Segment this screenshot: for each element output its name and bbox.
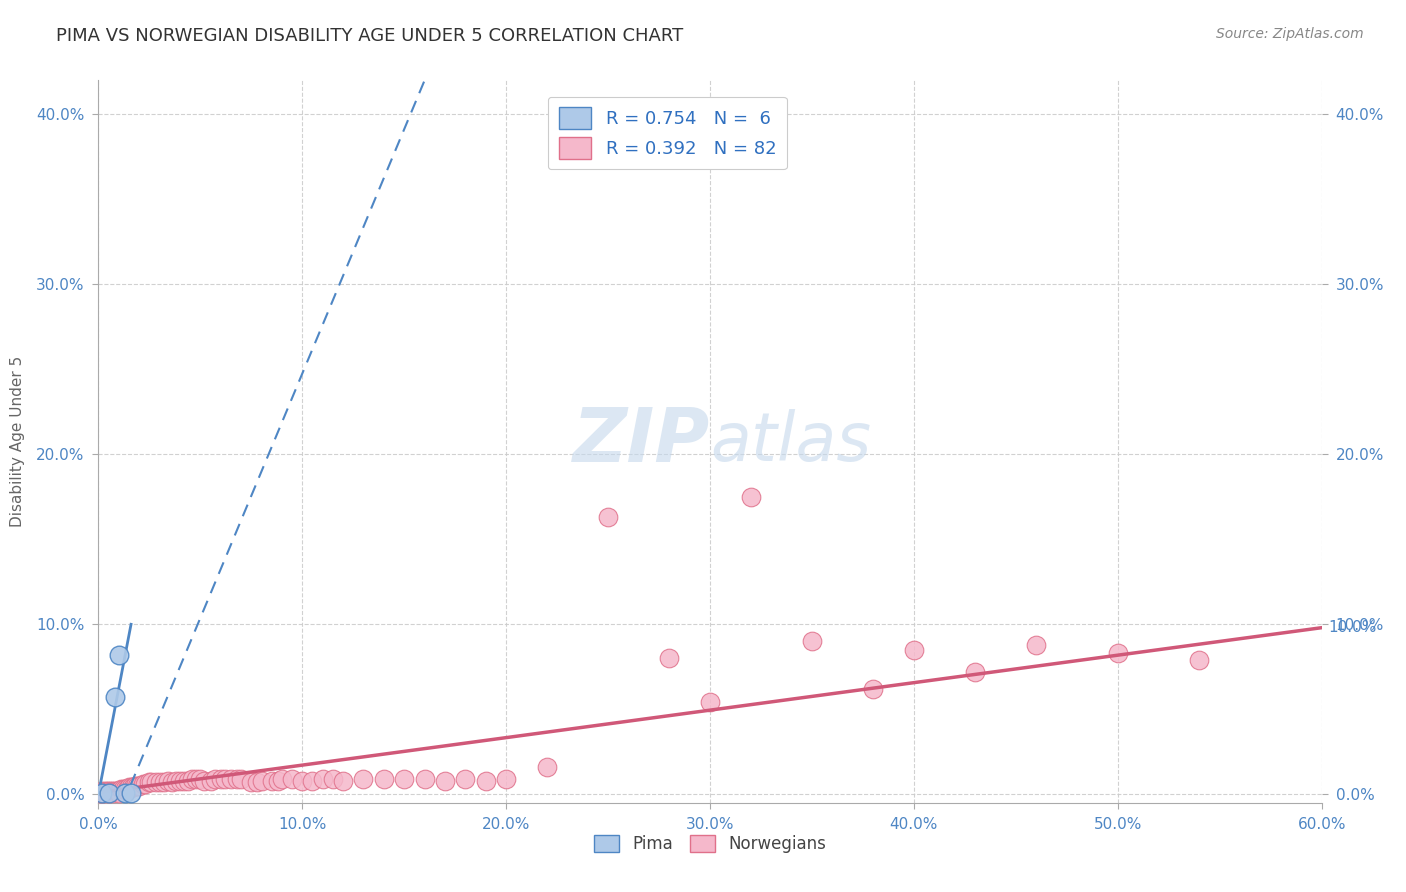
Point bbox=[1025, 638, 1047, 652]
Point bbox=[1188, 653, 1211, 667]
Point bbox=[127, 779, 149, 793]
Point bbox=[160, 775, 183, 789]
Point bbox=[156, 773, 179, 788]
Point bbox=[474, 773, 498, 788]
Point bbox=[111, 782, 134, 797]
Point bbox=[536, 760, 558, 774]
Point bbox=[105, 784, 128, 798]
Point bbox=[231, 772, 253, 786]
Point bbox=[120, 786, 142, 800]
Point bbox=[250, 773, 273, 788]
Point bbox=[110, 782, 132, 797]
Point bbox=[392, 772, 416, 786]
Point bbox=[97, 786, 120, 800]
Point bbox=[169, 773, 191, 788]
Point bbox=[165, 773, 187, 788]
Text: PIMA VS NORWEGIAN DISABILITY AGE UNDER 5 CORRELATION CHART: PIMA VS NORWEGIAN DISABILITY AGE UNDER 5… bbox=[56, 27, 683, 45]
Point bbox=[114, 782, 136, 797]
Point bbox=[903, 642, 925, 657]
Point bbox=[104, 690, 127, 705]
Point bbox=[118, 780, 141, 795]
Point bbox=[173, 773, 195, 788]
Point bbox=[301, 773, 323, 788]
Point bbox=[118, 782, 141, 797]
Y-axis label: Disability Age Under 5: Disability Age Under 5 bbox=[10, 356, 25, 527]
Point bbox=[120, 780, 142, 795]
Point bbox=[124, 779, 146, 793]
Point bbox=[89, 786, 111, 800]
Point bbox=[91, 786, 114, 800]
Point bbox=[219, 772, 242, 786]
Point bbox=[104, 784, 127, 798]
Point bbox=[177, 773, 200, 788]
Text: 10.0%: 10.0% bbox=[1329, 620, 1376, 635]
Point bbox=[132, 777, 155, 791]
Point bbox=[100, 784, 122, 798]
Point bbox=[454, 772, 477, 786]
Point bbox=[267, 773, 290, 788]
Point bbox=[145, 775, 167, 789]
Legend: Pima, Norwegians: Pima, Norwegians bbox=[588, 828, 832, 860]
Point bbox=[122, 780, 145, 795]
Point bbox=[108, 648, 131, 662]
Text: ZIP: ZIP bbox=[572, 405, 710, 478]
Point bbox=[801, 634, 824, 648]
Point bbox=[181, 772, 204, 786]
Point bbox=[352, 772, 374, 786]
Point bbox=[1107, 646, 1129, 660]
Point bbox=[108, 786, 131, 800]
Point bbox=[281, 772, 304, 786]
Point bbox=[322, 772, 344, 786]
Point bbox=[209, 772, 232, 786]
Point bbox=[115, 782, 138, 797]
Point bbox=[413, 772, 436, 786]
Point bbox=[260, 773, 283, 788]
Point bbox=[138, 775, 160, 789]
Point bbox=[186, 772, 208, 786]
Point bbox=[93, 784, 115, 798]
Point bbox=[240, 775, 263, 789]
Point bbox=[373, 772, 395, 786]
Point bbox=[188, 772, 212, 786]
Point bbox=[965, 665, 987, 679]
Point bbox=[93, 786, 115, 800]
Point bbox=[332, 773, 354, 788]
Point bbox=[226, 772, 249, 786]
Point bbox=[128, 779, 150, 793]
Point bbox=[91, 786, 114, 800]
Point bbox=[108, 784, 131, 798]
Text: Source: ZipAtlas.com: Source: ZipAtlas.com bbox=[1216, 27, 1364, 41]
Point bbox=[97, 784, 120, 798]
Point bbox=[101, 784, 124, 798]
Point bbox=[658, 651, 681, 665]
Point bbox=[740, 490, 762, 504]
Point bbox=[101, 786, 124, 800]
Point bbox=[204, 772, 226, 786]
Point bbox=[312, 772, 335, 786]
Point bbox=[96, 784, 118, 798]
Point bbox=[134, 777, 156, 791]
Point bbox=[152, 775, 174, 789]
Point bbox=[149, 775, 172, 789]
Text: atlas: atlas bbox=[710, 409, 872, 475]
Point bbox=[862, 681, 884, 696]
Point bbox=[141, 775, 163, 789]
Point bbox=[270, 772, 294, 786]
Point bbox=[434, 773, 457, 788]
Point bbox=[193, 773, 215, 788]
Point bbox=[214, 772, 236, 786]
Point bbox=[495, 772, 517, 786]
Point bbox=[699, 696, 721, 710]
Point bbox=[246, 775, 269, 789]
Point bbox=[97, 786, 120, 800]
Point bbox=[200, 773, 222, 788]
Point bbox=[114, 786, 136, 800]
Point bbox=[598, 510, 620, 524]
Point bbox=[91, 784, 114, 798]
Point bbox=[291, 773, 314, 788]
